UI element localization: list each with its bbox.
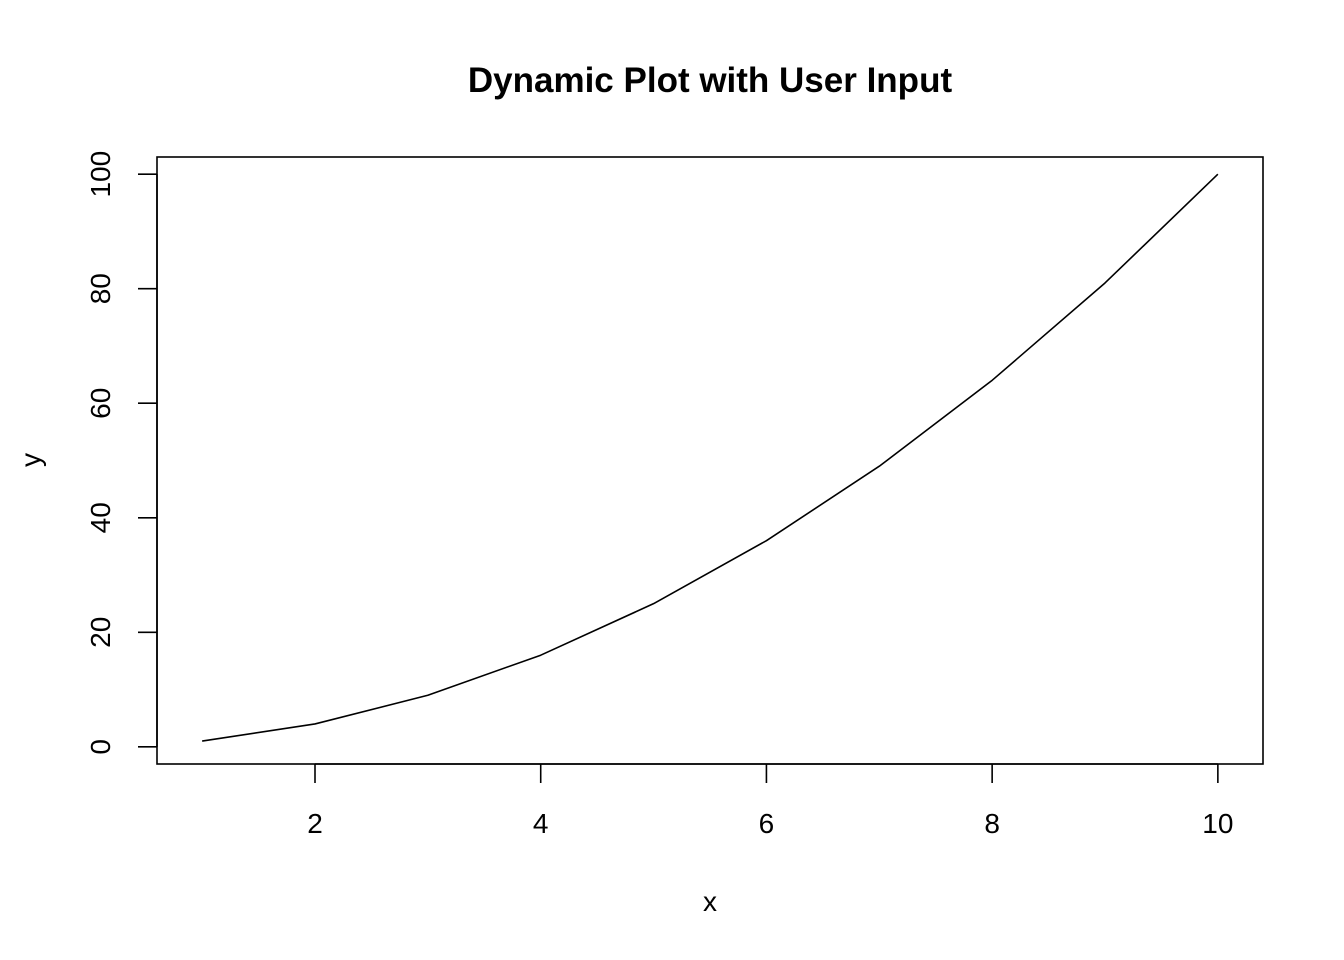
- y-tick-label: 100: [85, 151, 116, 198]
- chart-title: Dynamic Plot with User Input: [468, 61, 953, 100]
- y-tick-label: 20: [85, 617, 116, 648]
- series-line: [202, 173, 1219, 742]
- y-tick-label: 60: [85, 388, 116, 419]
- plot-frame: [156, 156, 1264, 765]
- x-axis: 2 4 6 8 10: [307, 763, 1233, 839]
- y-tick-label: 80: [85, 273, 116, 304]
- x-tick-label: 8: [984, 808, 1000, 839]
- x-tick-label: 4: [533, 808, 549, 839]
- y-axis: 0 20 40 60 80 100: [85, 151, 158, 755]
- x-tick-label: 2: [307, 808, 323, 839]
- y-axis-label: y: [15, 453, 46, 467]
- x-axis-label: x: [703, 886, 717, 917]
- x-tick-label: 10: [1202, 808, 1233, 839]
- y-tick-label: 40: [85, 502, 116, 533]
- x-tick-label: 6: [759, 808, 775, 839]
- y-tick-label: 0: [85, 739, 116, 755]
